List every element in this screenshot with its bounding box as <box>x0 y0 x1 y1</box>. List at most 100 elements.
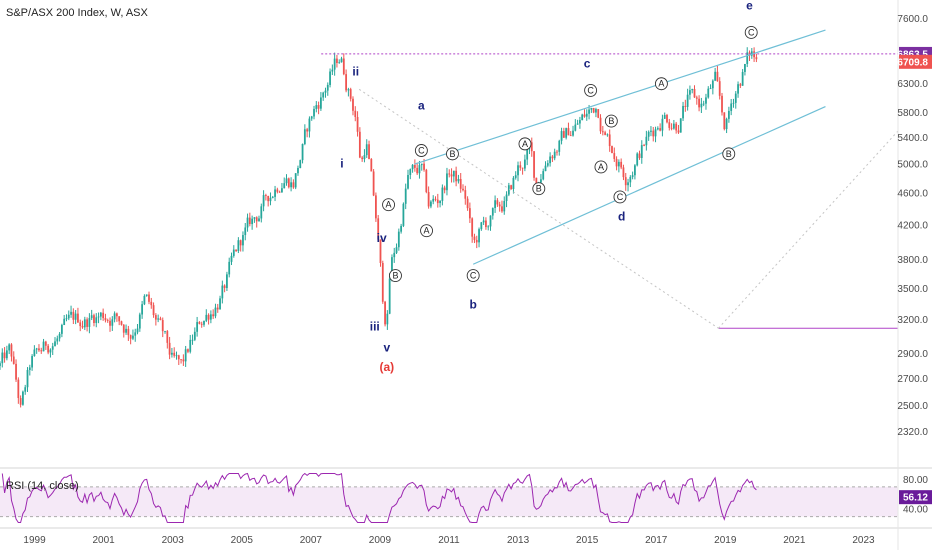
candle-body <box>627 182 629 186</box>
y-tick-label: 7600.0 <box>897 14 928 25</box>
candle-body <box>464 190 467 199</box>
wave-label: b <box>470 298 477 312</box>
circled-label: B <box>449 149 455 159</box>
candle-body <box>411 164 414 170</box>
candle-body <box>523 159 526 169</box>
y-tick-label: 3800.0 <box>897 255 928 266</box>
rsi-label: RSI (14, close) <box>6 480 79 492</box>
candle-body <box>368 144 370 160</box>
candle-body <box>95 317 98 324</box>
candle-body <box>494 200 496 209</box>
candle-body <box>74 313 77 320</box>
candle-body <box>480 222 483 230</box>
candle-body <box>173 352 176 356</box>
candle-body <box>377 218 380 240</box>
candle-body <box>691 89 694 91</box>
x-tick-label: 2017 <box>645 535 668 546</box>
candle-body <box>267 195 270 202</box>
rsi-tick-label: 80.00 <box>903 475 928 486</box>
candle-body <box>271 196 274 198</box>
circled-marker <box>446 147 459 161</box>
candle-body <box>269 197 272 202</box>
candle-body <box>695 97 698 99</box>
candle-body <box>514 175 517 178</box>
candle-body <box>702 103 705 105</box>
candle-body <box>638 153 641 158</box>
candle-body <box>579 120 581 124</box>
candle-body <box>28 367 31 370</box>
candle-body <box>125 328 127 333</box>
candle-body <box>97 316 100 318</box>
candle-body <box>650 130 652 132</box>
candle-body <box>324 90 327 93</box>
candle-body <box>370 159 373 172</box>
candle-body <box>471 218 474 237</box>
candle-body <box>714 71 717 81</box>
candle-body <box>624 177 627 186</box>
candle-body <box>294 173 297 188</box>
candle-body <box>420 163 423 166</box>
rsi-value-tag <box>899 490 932 505</box>
candle-body <box>418 165 421 174</box>
candle-body <box>666 115 668 123</box>
x-tick-label: 2009 <box>369 535 392 546</box>
candle-body <box>436 199 439 204</box>
candle-body <box>150 301 153 306</box>
candle-body <box>361 157 364 160</box>
candle-body <box>423 163 425 170</box>
candle-body <box>239 240 242 246</box>
circled-marker <box>654 77 668 91</box>
candle-body <box>297 168 299 174</box>
candle-body <box>207 314 210 320</box>
candle-body <box>38 348 40 351</box>
price-tag <box>899 54 932 69</box>
y-tick-label: 5400.0 <box>897 133 928 144</box>
circled-label: C <box>617 192 624 202</box>
candle-body <box>200 323 203 325</box>
candle-body <box>443 187 446 191</box>
candle-body <box>581 114 584 121</box>
y-tick-label: 3200.0 <box>897 315 928 326</box>
y-tick-label: 2500.0 <box>897 401 928 412</box>
y-tick-label: 3500.0 <box>897 284 928 295</box>
candle-body <box>47 345 50 353</box>
candle-body <box>512 177 515 190</box>
candle-body <box>113 313 116 320</box>
candle-body <box>670 127 673 129</box>
candle-body <box>611 146 613 154</box>
candle-body <box>384 301 386 325</box>
candle-body <box>274 189 276 197</box>
candle-body <box>705 97 707 104</box>
candle-body <box>1 352 4 364</box>
circled-marker <box>414 144 428 157</box>
wave-label: i <box>340 157 343 171</box>
candle-body <box>83 319 86 328</box>
candle-body <box>634 165 636 176</box>
x-tick-label: 2015 <box>576 535 599 546</box>
circled-label: C <box>587 85 594 95</box>
candle-body <box>397 231 400 248</box>
candle-body <box>439 200 441 204</box>
candle-body <box>258 218 260 222</box>
candle-body <box>734 93 737 103</box>
candle-body <box>450 174 453 177</box>
candle-body <box>434 198 437 200</box>
candle-body <box>102 312 105 319</box>
candle-body <box>349 89 352 99</box>
candle-body <box>237 240 240 252</box>
candle-body <box>565 128 568 138</box>
candle-body <box>161 320 164 332</box>
candle-body <box>709 88 712 90</box>
candle-body <box>487 226 490 228</box>
candle-body <box>338 62 341 64</box>
candle-body <box>168 342 171 355</box>
candle-body <box>663 115 666 119</box>
candle-body <box>601 131 604 133</box>
candle-body <box>585 113 588 117</box>
candle-body <box>219 298 221 310</box>
candle-body <box>542 171 545 180</box>
candle-body <box>81 326 84 328</box>
